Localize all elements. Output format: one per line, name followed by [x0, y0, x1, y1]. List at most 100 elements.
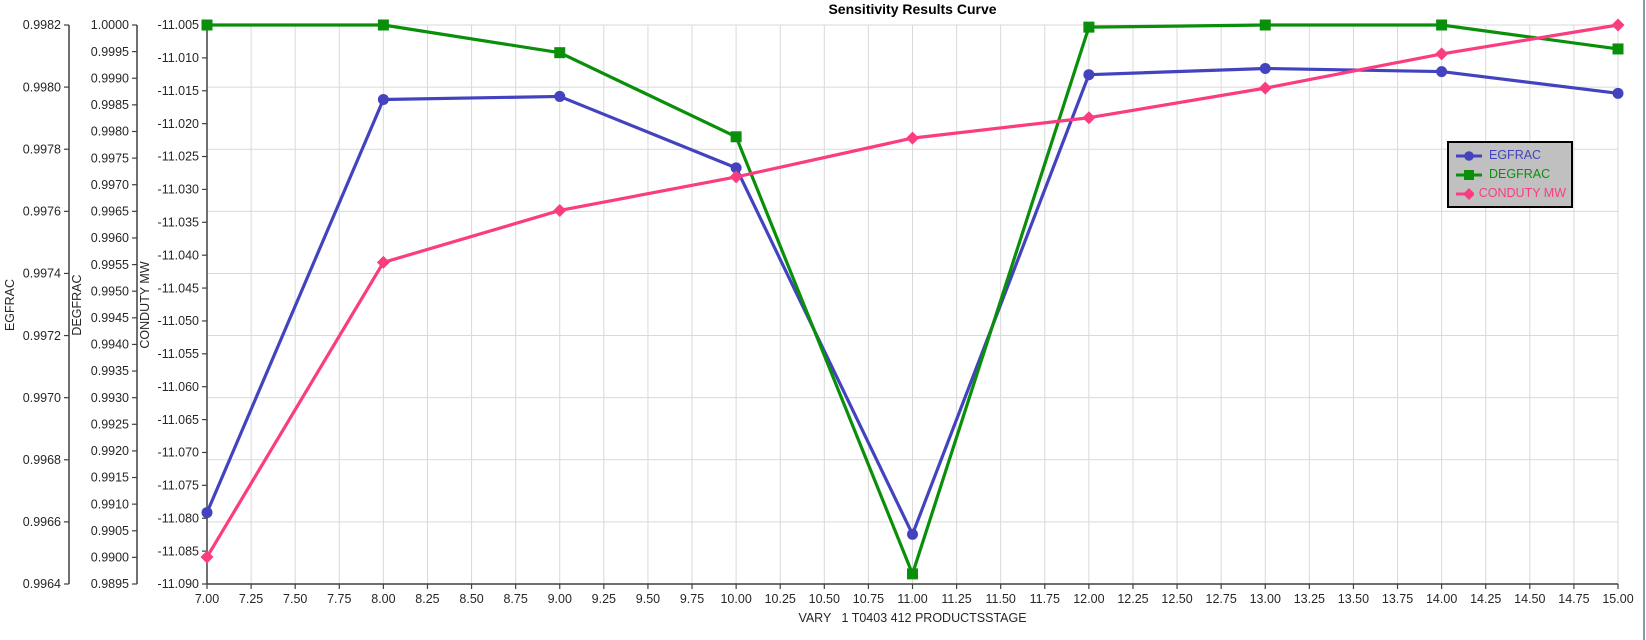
y-tick-label: 0.9950	[91, 284, 129, 298]
x-tick-label: 12.50	[1161, 592, 1192, 606]
y-tick-label: -11.020	[158, 117, 200, 131]
data-point-diamond	[376, 255, 390, 269]
series-conduty-mw	[200, 18, 1625, 564]
x-tick-label: 13.50	[1338, 592, 1369, 606]
square-marker-swatch-icon	[1456, 169, 1482, 180]
data-point-circle	[201, 507, 213, 519]
y-tick-label: 0.9990	[91, 71, 129, 85]
y-tick-label: 0.9980	[23, 80, 61, 94]
data-point-diamond	[1082, 111, 1096, 125]
y-tick-label: -11.085	[158, 544, 200, 558]
y-tick-label: 0.9978	[23, 142, 61, 156]
x-tick-label: 14.75	[1558, 592, 1589, 606]
x-axis: 7.00 7.25 7.50 7.75 8.00 8.25 8.50 8.75 9.00 9.25…	[195, 583, 1634, 606]
y-tick-label: 0.9910	[91, 497, 129, 511]
y-tick-label: -11.045	[158, 281, 200, 295]
y-axis-title-degfrac: DEGFRAC	[70, 274, 84, 335]
data-point-circle	[1436, 66, 1448, 78]
y-tick-label: -11.050	[158, 314, 200, 328]
x-tick-label: 12.75	[1206, 592, 1237, 606]
y-tick-label: 0.9995	[91, 45, 129, 59]
gridlines	[206, 24, 1619, 585]
x-tick-label: 11.50	[986, 592, 1016, 606]
x-tick-label: 11.25	[941, 592, 971, 606]
y-tick-label: 0.9895	[91, 577, 129, 591]
x-tick-label: 10.25	[765, 592, 796, 606]
y-tick-label: 0.9980	[91, 125, 129, 139]
y-tick-label: 0.9920	[91, 444, 129, 458]
data-point-square	[1612, 43, 1624, 55]
x-tick-label: 9.50	[636, 592, 660, 606]
y-tick-label: 0.9974	[23, 267, 61, 281]
y-tick-label: 0.9905	[91, 524, 129, 538]
y-tick-label: 0.9985	[91, 98, 129, 112]
y-tick-label: -11.070	[158, 446, 200, 460]
y-axis-title-egfrac: EGFRAC	[3, 279, 17, 331]
y-tick-label: 1.0000	[91, 18, 129, 32]
y-tick-label: 0.9976	[23, 205, 61, 219]
y-tick-label: 0.9964	[23, 577, 61, 591]
x-tick-label: 10.00	[720, 592, 751, 606]
data-point-diamond	[553, 203, 567, 217]
data-point-diamond	[1611, 18, 1625, 32]
data-point-diamond	[200, 550, 214, 564]
y-tick-label: 0.9935	[91, 364, 129, 378]
y-tick-label: 0.9915	[91, 471, 129, 485]
data-point-circle	[907, 528, 918, 540]
data-point-diamond	[906, 131, 919, 145]
x-tick-label: 9.00	[548, 592, 572, 606]
data-point-square	[1436, 19, 1448, 31]
data-point-square	[1259, 19, 1271, 31]
data-point-square	[730, 131, 742, 143]
y-tick-label: -11.025	[158, 150, 200, 164]
data-point-diamond	[1435, 47, 1449, 61]
data-point-circle	[1259, 62, 1271, 74]
x-tick-label: 9.25	[592, 592, 616, 606]
data-point-square	[1083, 21, 1095, 33]
y-tick-label: 0.9982	[23, 18, 61, 32]
y-axis-egfrac: 0.9982 0.9980 0.9978 0.9976 0.9974 0.9972 0.99…	[3, 18, 70, 591]
legend-label: EGFRAC	[1489, 148, 1542, 163]
series-degfrac	[201, 19, 1624, 580]
y-tick-label: 0.9975	[91, 151, 129, 165]
data-point-circle	[554, 90, 566, 102]
y-axis-title-conduty: CONDUTY MW	[138, 261, 152, 348]
x-tick-label: 10.75	[853, 592, 884, 606]
legend-label: DEGFRAC	[1489, 167, 1551, 182]
y-tick-label: 0.9930	[91, 391, 129, 405]
x-tick-label: 8.75	[503, 592, 527, 606]
x-tick-label: 14.50	[1514, 592, 1545, 606]
y-tick-label: 0.9940	[91, 338, 129, 352]
x-tick-label: 8.00	[371, 592, 395, 606]
x-tick-label: 12.25	[1117, 592, 1148, 606]
data-point-square	[907, 568, 918, 580]
x-tick-label: 8.50	[459, 592, 483, 606]
y-tick-label: -11.035	[158, 215, 200, 229]
x-tick-label: 14.25	[1470, 592, 1501, 606]
x-tick-label: 11.75	[1030, 592, 1060, 606]
data-point-square	[201, 19, 213, 31]
y-tick-label: -11.010	[158, 51, 200, 65]
y-axis-degfrac: 1.0000 0.9995 0.9990 0.9985 0.9980 0.9975 0.99…	[70, 18, 138, 591]
x-tick-label: 7.00	[195, 592, 219, 606]
x-tick-label: 11.00	[897, 592, 927, 606]
legend-item-conduty-mw: CONDUTY MW	[1454, 187, 1566, 201]
x-axis-title: VARY 1 T0403 412 PRODUCTSSTAGE	[798, 611, 1027, 625]
x-tick-label: 15.00	[1602, 592, 1633, 606]
data-point-diamond	[1258, 81, 1272, 95]
y-axis-conduty: -11.005 -11.010 -11.015 -11.020 -11.025 -11.0…	[138, 18, 208, 591]
y-tick-label: -11.005	[158, 18, 200, 32]
y-tick-label: -11.015	[158, 84, 200, 98]
data-point-square	[377, 19, 389, 31]
x-tick-label: 10.50	[809, 592, 840, 606]
y-tick-label: -11.090	[158, 577, 200, 591]
y-tick-label: 0.9965	[91, 205, 129, 219]
legend-label: CONDUTY MW	[1478, 186, 1566, 201]
y-tick-label: 0.9925	[91, 417, 129, 431]
x-tick-label: 13.75	[1382, 592, 1413, 606]
circle-marker-swatch-icon	[1456, 150, 1482, 161]
y-tick-label: -11.030	[158, 183, 200, 197]
window-border-right	[1643, 0, 1645, 640]
data-point-circle	[377, 94, 389, 106]
